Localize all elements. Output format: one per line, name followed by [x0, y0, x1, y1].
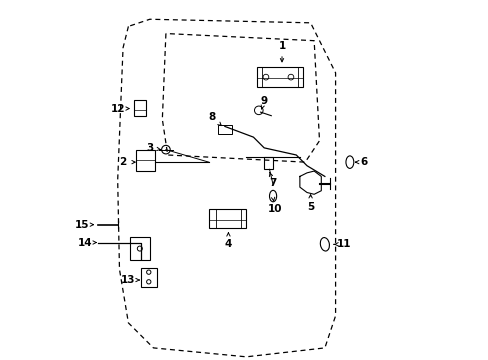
Text: 7: 7: [269, 178, 276, 188]
FancyBboxPatch shape: [130, 237, 149, 260]
Text: 14: 14: [78, 238, 93, 248]
Text: 10: 10: [267, 203, 282, 213]
FancyBboxPatch shape: [208, 208, 246, 228]
Text: 3: 3: [146, 143, 153, 153]
Text: 4: 4: [224, 239, 232, 249]
FancyBboxPatch shape: [141, 267, 157, 287]
Text: 2: 2: [119, 157, 126, 167]
FancyBboxPatch shape: [264, 157, 272, 169]
Text: 9: 9: [260, 96, 267, 107]
FancyBboxPatch shape: [257, 67, 303, 87]
FancyBboxPatch shape: [217, 125, 231, 134]
Text: 15: 15: [75, 220, 89, 230]
FancyBboxPatch shape: [134, 100, 146, 116]
Text: 8: 8: [208, 112, 216, 122]
Text: 1: 1: [278, 41, 285, 51]
Text: 13: 13: [121, 275, 135, 285]
Circle shape: [162, 145, 170, 154]
Polygon shape: [299, 171, 321, 194]
FancyBboxPatch shape: [135, 150, 155, 171]
Ellipse shape: [345, 156, 353, 168]
Circle shape: [254, 106, 263, 114]
Text: 12: 12: [110, 104, 124, 113]
Text: 5: 5: [306, 202, 314, 212]
Text: 11: 11: [337, 239, 351, 249]
Ellipse shape: [269, 190, 276, 202]
Ellipse shape: [320, 238, 329, 251]
Text: 6: 6: [360, 157, 367, 167]
